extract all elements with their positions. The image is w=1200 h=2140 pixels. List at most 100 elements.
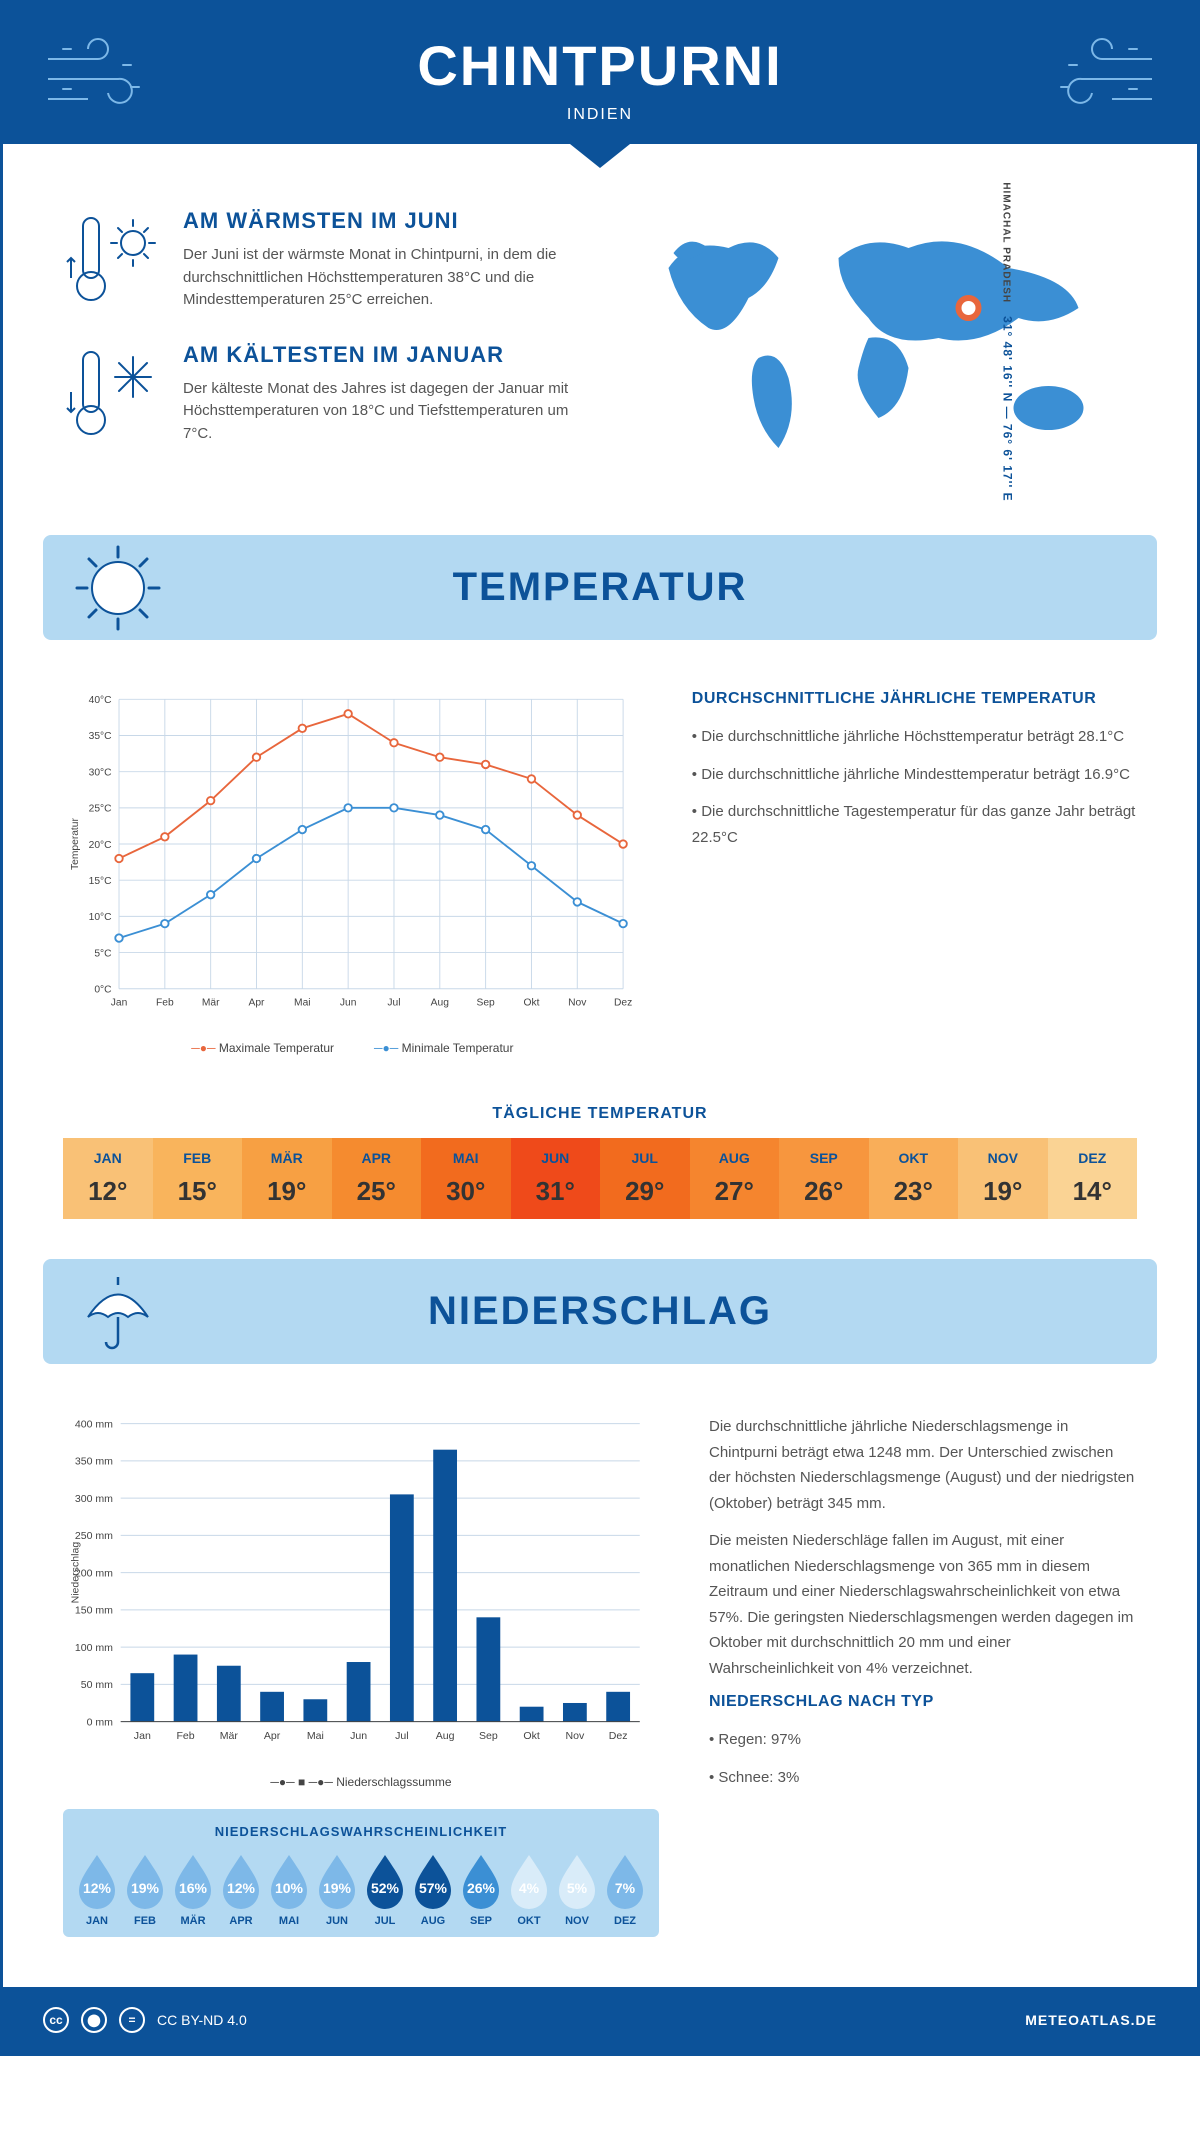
svg-text:Mai: Mai (307, 1730, 324, 1742)
svg-text:19%: 19% (323, 1880, 352, 1896)
hot-text: Der Juni ist der wärmste Monat in Chintp… (183, 244, 580, 312)
svg-text:300 mm: 300 mm (75, 1493, 113, 1505)
cold-title: AM KÄLTESTEN IM JANUAR (183, 342, 580, 368)
svg-text:150 mm: 150 mm (75, 1605, 113, 1617)
svg-text:Mai: Mai (294, 998, 311, 1009)
precip-drop: 19% FEB (121, 1851, 169, 1927)
svg-text:Mär: Mär (220, 1730, 239, 1742)
svg-text:10%: 10% (275, 1880, 304, 1896)
svg-text:25°C: 25°C (89, 804, 113, 815)
svg-text:5°C: 5°C (94, 948, 112, 959)
cold-text: Der kälteste Monat des Jahres ist dagege… (183, 378, 580, 446)
site-name: METEOATLAS.DE (1025, 2012, 1157, 2028)
svg-text:Dez: Dez (609, 1730, 628, 1742)
precip-drop: 5% NOV (553, 1851, 601, 1927)
svg-text:10°C: 10°C (89, 912, 113, 923)
temperature-banner: TEMPERATUR (43, 535, 1157, 640)
svg-text:Dez: Dez (614, 998, 632, 1009)
svg-text:Aug: Aug (436, 1730, 455, 1742)
temp-cell: MÄR19° (242, 1138, 332, 1219)
wind-icon (1047, 29, 1157, 119)
svg-text:Feb: Feb (156, 998, 174, 1009)
svg-text:Feb: Feb (176, 1730, 194, 1742)
temp-cell: OKT23° (869, 1138, 959, 1219)
svg-text:5%: 5% (567, 1880, 588, 1896)
precip-legend: ■ Niederschlagssumme (63, 1775, 659, 1789)
svg-text:12%: 12% (227, 1880, 256, 1896)
svg-text:Jul: Jul (395, 1730, 409, 1742)
temp-cell: JAN12° (63, 1138, 153, 1219)
temp-cell: SEP26° (779, 1138, 869, 1219)
precip-probability: NIEDERSCHLAGSWAHRSCHEINLICHKEIT 12% JAN … (63, 1809, 659, 1937)
precip-drop: 52% JUL (361, 1851, 409, 1927)
temp-cell: APR25° (332, 1138, 422, 1219)
thermometer-sun-icon (63, 208, 163, 308)
precip-drop: 57% AUG (409, 1851, 457, 1927)
precip-drop: 10% MAI (265, 1851, 313, 1927)
precip-drop: 16% MÄR (169, 1851, 217, 1927)
temperature-legend: Maximale Temperatur Minimale Temperatur (63, 1041, 642, 1055)
sun-icon (73, 543, 163, 633)
svg-text:Jul: Jul (387, 998, 400, 1009)
umbrella-icon (73, 1267, 163, 1357)
hot-title: AM WÄRMSTEN IM JUNI (183, 208, 580, 234)
svg-text:Temperatur: Temperatur (70, 818, 81, 870)
svg-text:Aug: Aug (431, 998, 450, 1009)
svg-text:Jan: Jan (111, 998, 128, 1009)
svg-text:400 mm: 400 mm (75, 1419, 113, 1431)
nd-icon: = (119, 2007, 145, 2033)
svg-text:Jun: Jun (340, 998, 357, 1009)
precip-chart: 0 mm50 mm100 mm150 mm200 mm250 mm300 mm3… (63, 1414, 659, 1789)
svg-text:Nov: Nov (568, 998, 587, 1009)
header: CHINTPURNI INDIEN (3, 3, 1197, 144)
svg-text:Jun: Jun (350, 1730, 367, 1742)
temp-cell: JUN31° (511, 1138, 601, 1219)
svg-text:Sep: Sep (477, 998, 496, 1009)
svg-text:57%: 57% (419, 1880, 448, 1896)
svg-text:350 mm: 350 mm (75, 1456, 113, 1468)
license-text: CC BY-ND 4.0 (157, 2012, 247, 2028)
svg-text:100 mm: 100 mm (75, 1642, 113, 1654)
svg-text:20°C: 20°C (89, 840, 113, 851)
precip-banner: NIEDERSCHLAG (43, 1259, 1157, 1364)
precip-drop: 26% SEP (457, 1851, 505, 1927)
svg-text:Niederschlag: Niederschlag (69, 1542, 81, 1604)
daily-temp-title: TÄGLICHE TEMPERATUR (3, 1105, 1197, 1123)
svg-text:Apr: Apr (264, 1730, 281, 1742)
temperature-title: TEMPERATUR (63, 565, 1137, 610)
precip-drop: 4% OKT (505, 1851, 553, 1927)
precip-drop: 12% JAN (73, 1851, 121, 1927)
precip-drop: 12% APR (217, 1851, 265, 1927)
svg-text:Mär: Mär (202, 998, 220, 1009)
temp-cell: MAI30° (421, 1138, 511, 1219)
coordinates: HIMACHAL PRADESH 31° 48' 16'' N — 76° 6'… (1000, 182, 1014, 501)
svg-text:12%: 12% (83, 1880, 112, 1896)
svg-text:Apr: Apr (249, 998, 266, 1009)
hot-block: AM WÄRMSTEN IM JUNI Der Juni ist der wär… (63, 208, 580, 312)
thermometer-snow-icon (63, 342, 163, 442)
svg-text:Nov: Nov (565, 1730, 585, 1742)
intro-section: AM WÄRMSTEN IM JUNI Der Juni ist der wär… (3, 168, 1197, 515)
svg-text:Sep: Sep (479, 1730, 498, 1742)
svg-text:15°C: 15°C (89, 876, 113, 887)
svg-text:7%: 7% (615, 1880, 636, 1896)
wind-icon (43, 29, 153, 119)
precip-title: NIEDERSCHLAG (63, 1289, 1137, 1334)
svg-text:35°C: 35°C (89, 731, 113, 742)
header-chevron (570, 144, 630, 168)
precip-drop: 19% JUN (313, 1851, 361, 1927)
svg-text:16%: 16% (179, 1880, 208, 1896)
svg-text:30°C: 30°C (89, 767, 113, 778)
world-map: HIMACHAL PRADESH 31° 48' 16'' N — 76° 6'… (620, 208, 1137, 475)
country: INDIEN (23, 106, 1177, 124)
svg-text:4%: 4% (519, 1880, 540, 1896)
svg-text:250 mm: 250 mm (75, 1530, 113, 1542)
footer: cc ⬤ = CC BY-ND 4.0 METEOATLAS.DE (3, 1987, 1197, 2053)
svg-text:Jan: Jan (134, 1730, 151, 1742)
svg-text:40°C: 40°C (89, 695, 113, 706)
location-marker (959, 298, 979, 318)
svg-text:Okt: Okt (523, 998, 539, 1009)
precip-summary: Die durchschnittliche jährliche Niedersc… (709, 1414, 1137, 1957)
daily-temp-strip: JAN12°FEB15°MÄR19°APR25°MAI30°JUN31°JUL2… (63, 1138, 1137, 1219)
temp-cell: NOV19° (958, 1138, 1048, 1219)
